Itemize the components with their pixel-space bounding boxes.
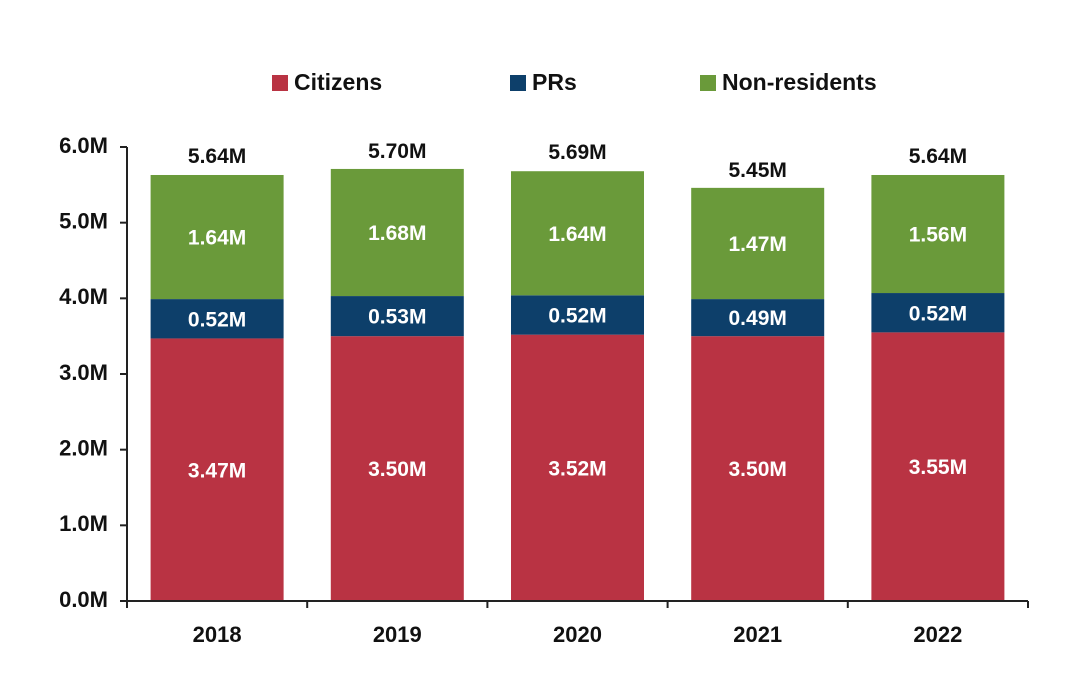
bar-segment bbox=[691, 336, 825, 601]
legend-label: PRs bbox=[532, 69, 577, 95]
data-label: 3.47M bbox=[188, 459, 246, 482]
y-tick-label: 1.0M bbox=[59, 511, 108, 536]
x-tick-label: 2022 bbox=[913, 622, 962, 647]
bar-segment bbox=[511, 171, 644, 296]
total-label: 5.70M bbox=[368, 140, 426, 163]
data-label: 1.68M bbox=[368, 222, 426, 245]
x-tick-label: 2021 bbox=[733, 622, 782, 647]
legend-label: Non-residents bbox=[722, 69, 877, 95]
total-label: 5.64M bbox=[909, 145, 967, 168]
data-label: 1.64M bbox=[548, 223, 606, 246]
x-tick-label: 2020 bbox=[553, 622, 602, 647]
data-label: 3.50M bbox=[729, 458, 787, 481]
bar-segment bbox=[150, 338, 284, 601]
data-label: 0.53M bbox=[368, 306, 426, 329]
total-label: 5.69M bbox=[548, 141, 606, 164]
y-tick-label: 4.0M bbox=[59, 284, 108, 309]
data-label: 3.52M bbox=[548, 457, 606, 480]
data-label: 1.47M bbox=[729, 233, 787, 256]
data-label: 3.55M bbox=[909, 456, 967, 479]
legend-swatch bbox=[700, 75, 716, 91]
bar-segment bbox=[150, 174, 284, 300]
data-label: 0.52M bbox=[548, 305, 606, 328]
bar-segment bbox=[150, 299, 284, 339]
bar-segment bbox=[691, 299, 825, 337]
bar-segment bbox=[330, 336, 464, 601]
y-tick-label: 6.0M bbox=[59, 133, 108, 158]
bar-segment bbox=[511, 334, 644, 601]
bar-segment bbox=[871, 293, 1005, 333]
bar-segment bbox=[511, 295, 644, 335]
data-label: 0.52M bbox=[909, 302, 967, 325]
data-label: 1.64M bbox=[188, 227, 246, 250]
x-tick-label: 2019 bbox=[373, 622, 422, 647]
data-label: 1.56M bbox=[909, 224, 967, 247]
legend-swatch bbox=[510, 75, 526, 91]
y-tick-label: 5.0M bbox=[59, 208, 108, 233]
legend-swatch bbox=[272, 75, 288, 91]
data-label: 0.49M bbox=[729, 307, 787, 330]
total-label: 5.45M bbox=[729, 159, 787, 182]
data-label: 3.50M bbox=[368, 458, 426, 481]
y-tick-label: 2.0M bbox=[59, 435, 108, 460]
y-tick-label: 0.0M bbox=[59, 587, 108, 612]
bar-segment bbox=[871, 332, 1005, 601]
data-label: 0.52M bbox=[188, 308, 246, 331]
total-label: 5.64M bbox=[188, 145, 246, 168]
bar-segment bbox=[330, 296, 464, 337]
y-tick-label: 3.0M bbox=[59, 360, 108, 385]
bar-segment bbox=[871, 174, 1005, 294]
legend-label: Citizens bbox=[294, 69, 382, 95]
bar-segment bbox=[330, 168, 464, 297]
bar-segment bbox=[691, 187, 825, 300]
x-tick-label: 2018 bbox=[193, 622, 242, 647]
